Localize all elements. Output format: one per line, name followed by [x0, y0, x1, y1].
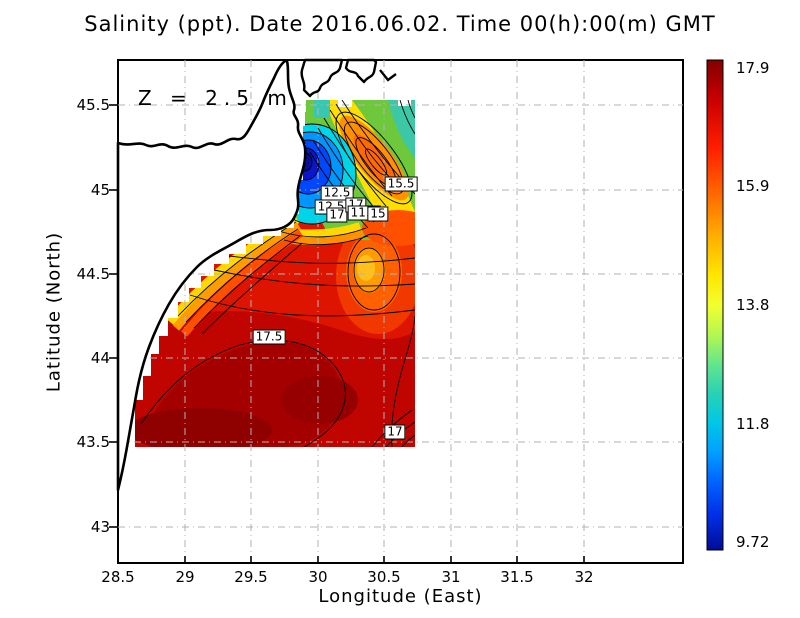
- y-tick-label: 45: [90, 181, 110, 199]
- contour-label: 17.5: [252, 329, 286, 345]
- mainland-coast: [116, 59, 307, 492]
- x-axis-label: Longitude (East): [318, 586, 483, 607]
- colorbar-tick-label: 13.8: [736, 296, 770, 314]
- contour-label: 17: [326, 207, 348, 223]
- gridlines: [118, 60, 683, 563]
- colorbar-tick-label: 17.9: [736, 59, 770, 77]
- depth-annotation: Z = 2.5 m: [138, 86, 293, 110]
- contour-label: 15: [367, 206, 389, 222]
- contour-label: 17: [384, 424, 406, 440]
- coast-fragment-b: [344, 58, 378, 84]
- colorbar-tick-label: 11.8: [736, 415, 770, 433]
- plot-title: Salinity (ppt). Date 2016.06.02. Time 00…: [84, 12, 716, 36]
- x-tick-label: 30: [308, 568, 328, 586]
- y-tick-label: 45.5: [76, 96, 110, 114]
- coastline: [116, 58, 397, 492]
- y-tick-label: 44: [90, 349, 110, 367]
- coast-fragment-c: [379, 69, 397, 82]
- contour-label: 15.5: [384, 176, 418, 192]
- y-tick-label: 44.5: [76, 265, 110, 283]
- colorbar: [706, 59, 724, 551]
- tick-marks: [109, 104, 585, 563]
- x-tick-label: 29: [175, 568, 195, 586]
- contour-lines: [140, 100, 415, 447]
- x-tick-label: 32: [574, 568, 594, 586]
- x-tick-label: 30.5: [367, 568, 401, 586]
- x-tick-label: 28.5: [101, 568, 135, 586]
- x-tick-label: 29.5: [234, 568, 268, 586]
- x-tick-label: 31.5: [500, 568, 534, 586]
- colorbar-tick-label: 9.72: [736, 533, 770, 551]
- y-axis-label: Latitude (North): [43, 231, 65, 393]
- colorbar-tick-label: 15.9: [736, 177, 770, 195]
- y-tick-label: 43: [90, 518, 110, 536]
- y-tick-label: 43.5: [76, 433, 110, 451]
- coast-fragment-a: [300, 58, 344, 98]
- x-tick-label: 31: [441, 568, 461, 586]
